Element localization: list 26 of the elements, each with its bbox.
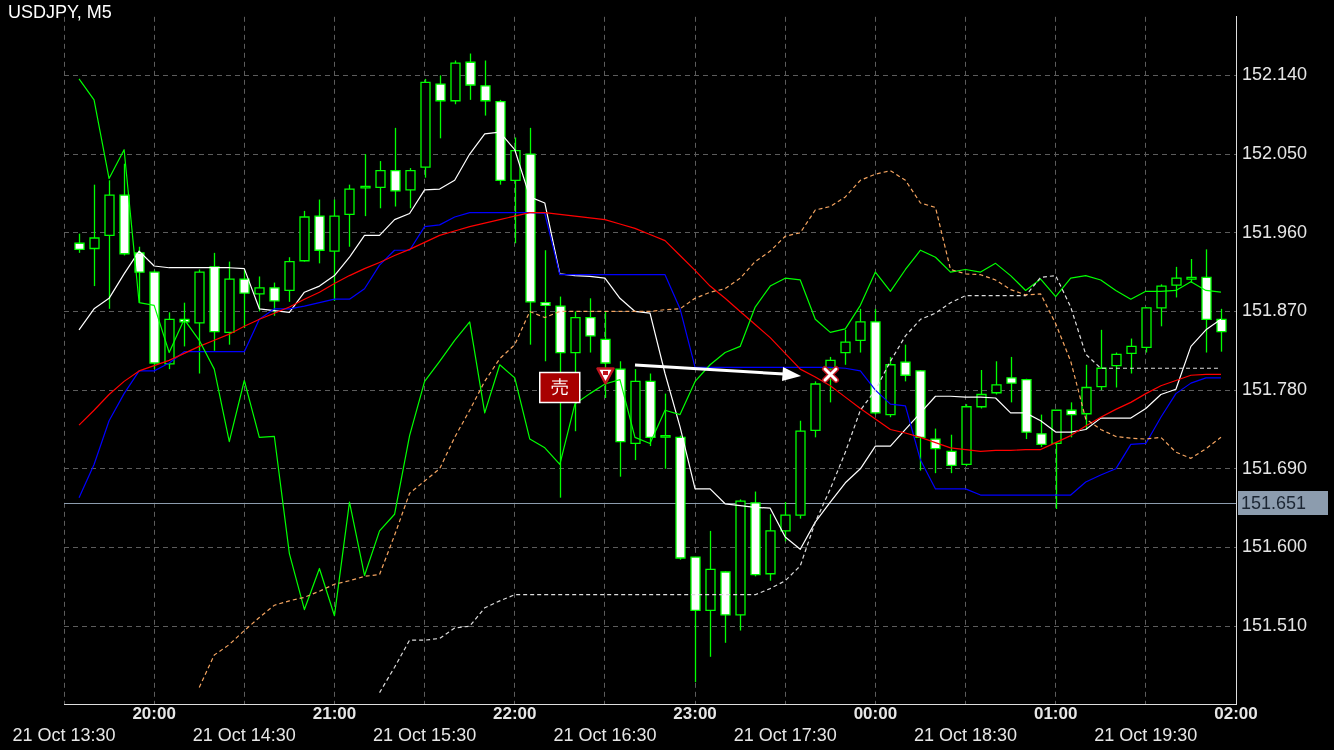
x-tick-label: 23:00	[673, 703, 717, 723]
x-tick-label: 21 Oct 13:30	[12, 725, 116, 746]
y-tick-label: 152.140	[1242, 64, 1308, 85]
annotation: 売	[550, 377, 569, 398]
y-tick-label: 151.780	[1242, 379, 1308, 400]
x-tick-label: 00:00	[853, 703, 898, 723]
x-tick-label: 22:00	[493, 703, 537, 723]
ref-line-label: 151.651	[1241, 492, 1307, 513]
x-tick-label: 21 Oct 19:30	[1094, 725, 1198, 746]
x-tick-label: 21 Oct 16:30	[553, 725, 657, 746]
y-tick-label: 151.870	[1242, 300, 1308, 321]
y-tick-label: 151.600	[1242, 536, 1308, 557]
x-tick-label: 21 Oct 18:30	[914, 725, 1018, 746]
chart-title: USDJPY, M5	[8, 1, 112, 22]
y-tick-label: 151.510	[1242, 615, 1308, 636]
y-tick-label: 152.050	[1242, 143, 1308, 164]
line-series	[198, 170, 1222, 688]
x-tick-label: 20:00	[132, 703, 176, 723]
x-tick-label: 21 Oct 17:30	[733, 725, 837, 746]
x-tick-label: 21 Oct 15:30	[373, 725, 477, 746]
x-tick-label: 01:00	[1033, 703, 1078, 723]
y-tick-label: 151.960	[1242, 221, 1308, 242]
x-tick-label: 02:00	[1214, 703, 1258, 723]
y-tick-label: 151.690	[1242, 457, 1308, 478]
x-tick-label: 21:00	[312, 703, 357, 723]
x-tick-label: 21 Oct 14:30	[192, 725, 296, 746]
